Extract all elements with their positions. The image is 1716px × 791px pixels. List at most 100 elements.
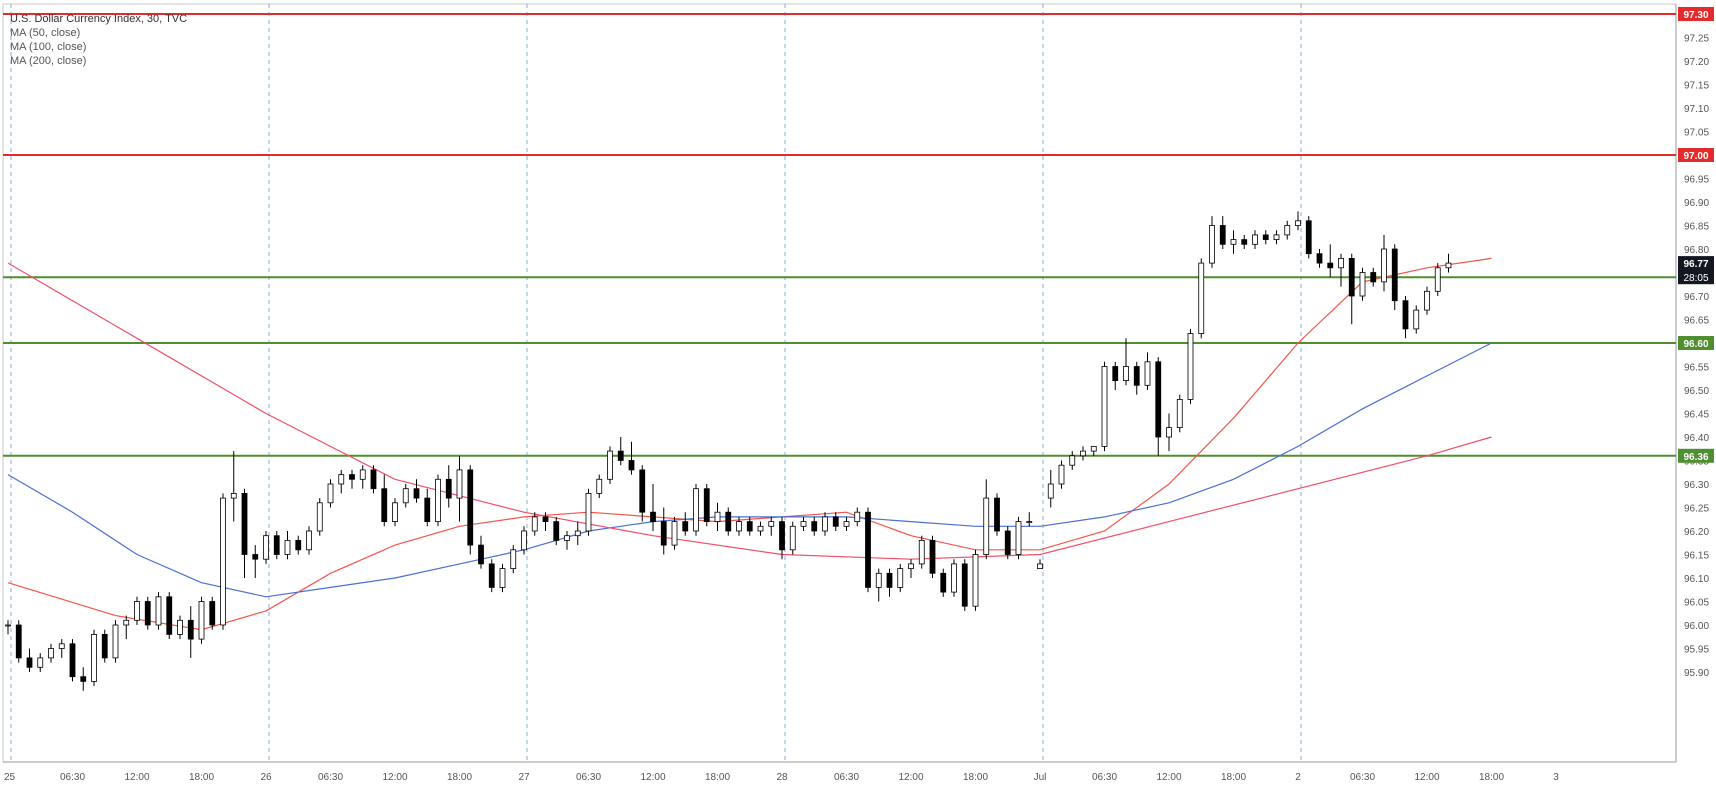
candle-body[interactable] (338, 474, 345, 485)
candle-body[interactable] (230, 492, 237, 499)
candle-body[interactable] (617, 450, 624, 461)
candle-body[interactable] (1391, 248, 1398, 302)
candle-body[interactable] (1262, 234, 1269, 240)
candle-body[interactable] (402, 488, 409, 504)
candle-body[interactable] (1144, 361, 1151, 386)
candle-body[interactable] (1327, 262, 1334, 269)
candle-body[interactable] (392, 502, 398, 522)
candle-body[interactable] (58, 643, 65, 649)
candle-body[interactable] (112, 624, 119, 659)
candle-body[interactable] (1026, 521, 1033, 523)
candle-body[interactable] (1004, 530, 1011, 555)
candle-body[interactable] (865, 511, 871, 588)
candle-body[interactable] (69, 643, 76, 678)
candle-body[interactable] (693, 488, 699, 532)
candle-body[interactable] (596, 478, 603, 494)
candle-body[interactable] (241, 492, 248, 555)
candle-body[interactable] (908, 563, 914, 570)
candle-body[interactable] (413, 488, 420, 499)
candle-body[interactable] (1187, 333, 1194, 400)
candle-body[interactable] (757, 525, 764, 532)
candle-body[interactable] (1123, 366, 1129, 382)
candle-body[interactable] (918, 540, 925, 565)
candle-body[interactable] (198, 601, 205, 640)
candle-body[interactable] (725, 511, 732, 532)
candle-body[interactable] (155, 596, 162, 626)
candle-body[interactable] (940, 572, 947, 593)
candle-body[interactable] (435, 478, 441, 522)
candle-body[interactable] (800, 521, 807, 527)
candle-body[interactable] (671, 521, 678, 546)
candle-body[interactable] (424, 497, 431, 523)
candle-body[interactable] (682, 521, 689, 532)
candle-body[interactable] (1295, 220, 1301, 226)
candle-body[interactable] (284, 540, 291, 555)
candle-body[interactable] (983, 497, 990, 555)
candle-body[interactable] (1359, 272, 1366, 297)
candle-body[interactable] (80, 676, 87, 682)
candle-body[interactable] (478, 544, 484, 565)
candle-body[interactable] (1219, 225, 1226, 245)
candle-body[interactable] (585, 492, 592, 532)
candle-body[interactable] (714, 511, 721, 523)
candle-body[interactable] (736, 521, 742, 532)
candle-body[interactable] (639, 469, 646, 513)
candle-body[interactable] (220, 497, 226, 626)
candle-body[interactable] (553, 521, 560, 541)
candle-body[interactable] (1424, 290, 1430, 311)
candle-body[interactable] (252, 554, 259, 560)
candle-body[interactable] (316, 502, 323, 532)
candle-body[interactable] (703, 488, 710, 523)
candle-body[interactable] (187, 619, 194, 640)
candle-body[interactable] (510, 549, 517, 569)
candle-body[interactable] (542, 516, 549, 523)
candle-body[interactable] (456, 469, 463, 499)
candle-body[interactable] (811, 521, 818, 532)
candle-body[interactable] (381, 488, 388, 523)
candle-body[interactable] (1058, 464, 1065, 485)
candle-body[interactable] (854, 511, 861, 523)
candle-body[interactable] (1413, 309, 1420, 330)
candle-body[interactable] (961, 563, 968, 607)
candle-body[interactable] (768, 521, 775, 527)
candle-body[interactable] (1037, 563, 1043, 570)
candle-body[interactable] (779, 521, 785, 551)
candle-body[interactable] (1230, 239, 1237, 245)
candle-body[interactable] (972, 554, 979, 607)
candle-body[interactable] (48, 648, 54, 659)
plot-area[interactable] (2, 3, 1677, 763)
candle-body[interactable] (521, 530, 527, 551)
candle-body[interactable] (1402, 300, 1409, 330)
candle-body[interactable] (1155, 361, 1162, 438)
candle-body[interactable] (1047, 483, 1054, 499)
candle-body[interactable] (26, 657, 33, 668)
candle-body[interactable] (123, 619, 130, 626)
candle-body[interactable] (1445, 262, 1452, 269)
candle-body[interactable] (886, 572, 893, 588)
candle-body[interactable] (209, 601, 216, 626)
candle-body[interactable] (263, 535, 269, 560)
candle-body[interactable] (144, 601, 151, 626)
candle-body[interactable] (488, 563, 495, 588)
candle-body[interactable] (91, 634, 97, 682)
candle-body[interactable] (1090, 445, 1097, 452)
candle-body[interactable] (628, 460, 635, 471)
candle-body[interactable] (746, 521, 753, 532)
candle-body[interactable] (445, 478, 452, 499)
candle-body[interactable] (660, 521, 667, 546)
candle-body[interactable] (101, 634, 108, 659)
candle-body[interactable] (1069, 455, 1076, 466)
candle-body[interactable] (499, 568, 506, 588)
candle-body[interactable] (134, 601, 140, 621)
candle-body[interactable] (929, 540, 936, 574)
candle-body[interactable] (1434, 267, 1441, 292)
candle-body[interactable] (15, 624, 22, 659)
candle-body[interactable] (1112, 366, 1119, 382)
candle-body[interactable] (327, 483, 334, 504)
candle-body[interactable] (1252, 234, 1258, 245)
candle-body[interactable] (1338, 257, 1344, 269)
candle-body[interactable] (1166, 427, 1172, 438)
candle-body[interactable] (650, 511, 656, 523)
